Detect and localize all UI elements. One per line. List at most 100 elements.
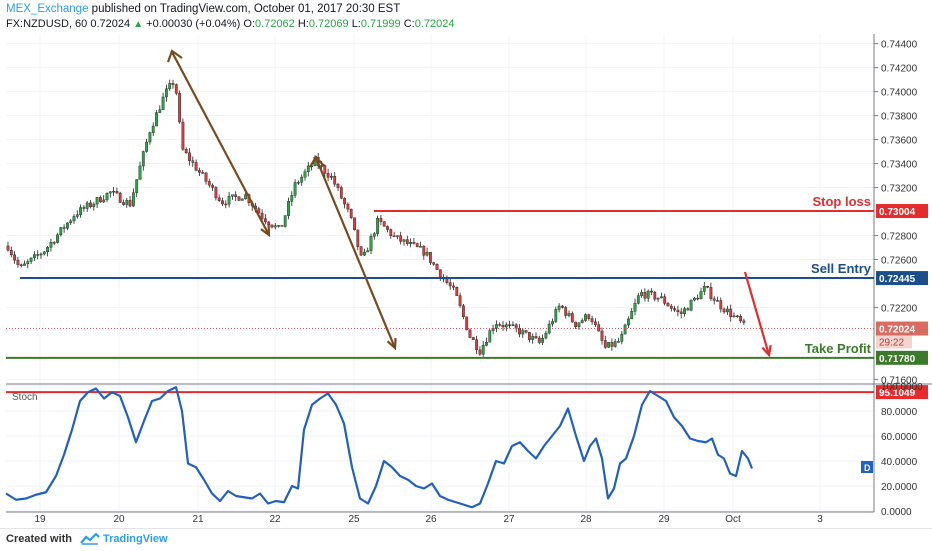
tradingview-logo-icon (80, 532, 100, 548)
candle-body (122, 202, 125, 205)
candle-body (141, 151, 145, 167)
stop-loss-tag-label: 0.73004 (879, 207, 916, 218)
candle-body (537, 337, 541, 343)
price-tick-label: 0.74000 (881, 88, 918, 99)
candle-body (9, 250, 13, 256)
close-value: 0.72024 (414, 18, 455, 30)
candle-body (171, 83, 175, 85)
candle-body (62, 227, 66, 229)
candle-body (280, 225, 284, 227)
candle-body (610, 342, 614, 347)
candle-body (561, 305, 564, 308)
sell-entry-tag (876, 271, 928, 286)
price-tick-label: 0.73400 (881, 160, 918, 171)
current-price-tag-label: 0.72024 (879, 325, 916, 336)
candle-body (531, 336, 535, 340)
candle-body (485, 342, 488, 346)
candle-body (13, 254, 16, 261)
stoch-line (5, 386, 754, 509)
candle-body (524, 330, 528, 333)
candle-body (19, 264, 23, 266)
candle-body (415, 243, 419, 247)
candle-body (735, 315, 739, 318)
candlestick-series (6, 79, 746, 359)
candle-body (75, 214, 79, 217)
candle-body (102, 199, 106, 203)
stoch-level-tag (876, 385, 928, 400)
tradingview-brand[interactable]: TradingView (103, 533, 168, 545)
candle-body (234, 194, 238, 197)
candle-body (326, 173, 330, 178)
candle-body (475, 339, 478, 351)
stoch-pane: Stoch 95.1049 D (5, 385, 928, 509)
candle-body (468, 329, 472, 338)
low-value: 0.71999 (360, 18, 401, 30)
price-change: +0.00030 (+0.04%) (146, 18, 241, 30)
candle-body (300, 176, 304, 183)
candle-body (742, 320, 746, 323)
candle-body (230, 194, 234, 197)
time-tick-label: 21 (192, 514, 204, 525)
candle-body (729, 308, 733, 318)
trade-levels: Stop loss 0.73004 Sell Entry 0.72445 Take Pr… (6, 194, 928, 365)
candle-body (452, 285, 455, 288)
down-arrow-1-head (260, 224, 271, 238)
candle-body (405, 239, 409, 244)
stop-loss-tag (876, 204, 928, 219)
candle-body (346, 203, 350, 210)
candle-body (514, 324, 518, 329)
candle-body (181, 121, 185, 150)
candle-body (155, 112, 158, 127)
candle-body (564, 307, 568, 316)
candle-body (570, 313, 574, 323)
candle-body (72, 216, 76, 222)
candle-body (574, 321, 578, 327)
time-tick-label: 20 (113, 514, 125, 525)
candle-body (412, 242, 416, 244)
candle-body (353, 217, 356, 231)
candle-body (26, 261, 30, 265)
symbol-label: FX:NZDUSD, 60 (6, 18, 88, 30)
candle-body (6, 245, 10, 251)
time-tick-label: 28 (580, 514, 592, 525)
candle-body (706, 286, 710, 288)
candle-body (240, 198, 244, 201)
candle-body (79, 207, 83, 215)
candle-body (534, 336, 538, 339)
candle-body (663, 296, 667, 304)
candle-body (330, 175, 333, 178)
publisher-name[interactable]: MEX_Exchange (6, 3, 89, 15)
candle-body (56, 234, 59, 243)
candle-body (617, 341, 620, 343)
candle-body (600, 330, 604, 341)
candle-body (260, 212, 264, 219)
candle-body (224, 203, 228, 206)
candle-body (683, 308, 686, 314)
candle-body (719, 300, 723, 310)
candle-body (660, 296, 663, 299)
candle-body (432, 262, 436, 265)
candle-body (666, 303, 670, 307)
candle-body (161, 96, 165, 110)
candle-body (128, 200, 132, 207)
candle-body (125, 200, 129, 205)
candle-body (389, 229, 393, 237)
stoch-title: Stoch (12, 392, 38, 403)
candle-body (135, 179, 139, 193)
candle-body (448, 282, 452, 287)
candle-body (211, 184, 214, 188)
candle-body (392, 235, 396, 238)
candle-body (82, 207, 86, 209)
candle-body (580, 320, 584, 323)
candle-body (151, 125, 155, 133)
candle-body (696, 297, 700, 300)
stoch-tick-label: 40.0000 (881, 457, 918, 468)
candle-body (584, 314, 587, 321)
candle-body (686, 308, 690, 311)
stoch-legend-marker[interactable] (861, 461, 873, 473)
candle-body (29, 257, 33, 262)
chart-canvas[interactable]: Stop loss 0.73004 Sell Entry 0.72445 Take Pr… (0, 0, 932, 528)
candle-body (158, 109, 162, 113)
candle-body (511, 324, 515, 326)
candle-body (640, 292, 644, 296)
